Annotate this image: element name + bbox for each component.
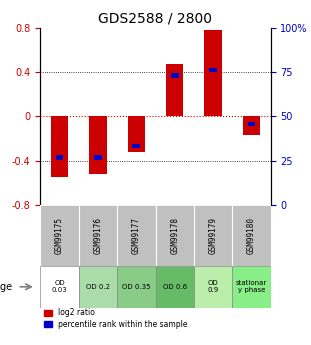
Title: GDS2588 / 2800: GDS2588 / 2800 [99, 11, 212, 25]
Bar [204, 30, 222, 116]
FancyBboxPatch shape [232, 266, 271, 308]
Bar [128, 116, 145, 152]
Text: OD
0.03: OD 0.03 [52, 280, 67, 293]
Text: OD
0.9: OD 0.9 [207, 280, 219, 293]
FancyBboxPatch shape [40, 266, 79, 308]
Bar [248, 122, 255, 126]
FancyBboxPatch shape [156, 205, 194, 266]
FancyBboxPatch shape [156, 266, 194, 308]
Text: GSM99178: GSM99178 [170, 217, 179, 254]
Bar [132, 144, 140, 148]
Bar [243, 116, 260, 135]
Bar [89, 116, 107, 174]
Bar [171, 73, 179, 78]
FancyBboxPatch shape [117, 205, 156, 266]
Bar [94, 155, 102, 159]
Text: stationar
y phase: stationar y phase [236, 280, 267, 293]
Text: OD 0.35: OD 0.35 [122, 284, 151, 290]
Text: age: age [0, 282, 13, 292]
FancyBboxPatch shape [194, 205, 232, 266]
Bar [51, 116, 68, 177]
FancyBboxPatch shape [40, 205, 79, 266]
Bar [56, 155, 63, 159]
Legend: log2 ratio, percentile rank within the sample: log2 ratio, percentile rank within the s… [44, 308, 188, 329]
Text: GSM99177: GSM99177 [132, 217, 141, 254]
Text: GSM99179: GSM99179 [209, 217, 217, 254]
Text: OD 0.2: OD 0.2 [86, 284, 110, 290]
FancyBboxPatch shape [117, 266, 156, 308]
FancyBboxPatch shape [194, 266, 232, 308]
Text: GSM99180: GSM99180 [247, 217, 256, 254]
FancyBboxPatch shape [79, 205, 117, 266]
Text: OD 0.6: OD 0.6 [163, 284, 187, 290]
FancyBboxPatch shape [232, 205, 271, 266]
FancyBboxPatch shape [79, 266, 117, 308]
Text: GSM99175: GSM99175 [55, 217, 64, 254]
Bar [166, 64, 183, 116]
Text: GSM99176: GSM99176 [94, 217, 102, 254]
Bar [209, 68, 217, 72]
